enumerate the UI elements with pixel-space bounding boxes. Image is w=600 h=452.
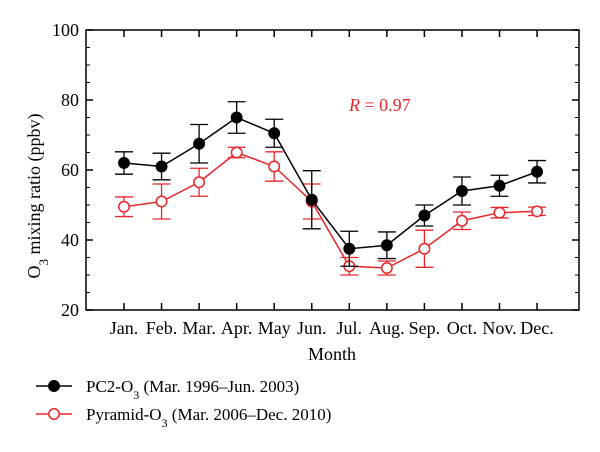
y-tick-label: 60 xyxy=(61,160,79,180)
legend: PC2-O3 (Mar. 1996–Jun. 2003) Pyramid-O3 (… xyxy=(36,377,331,430)
data-point xyxy=(118,200,130,213)
legend-marker xyxy=(48,380,60,392)
legend-marker xyxy=(48,408,60,420)
y-axis-label: O3 mixing ratio (ppbv) xyxy=(24,114,51,279)
x-tick-label: May xyxy=(258,318,291,338)
x-axis-label: Month xyxy=(308,344,356,364)
data-point xyxy=(380,239,393,252)
legend-label: PC2-O3 (Mar. 1996–Jun. 2003) xyxy=(86,377,299,402)
x-tick-label: Feb. xyxy=(146,318,178,338)
x-tick-label: Nov. xyxy=(482,318,516,338)
y-tick-label: 40 xyxy=(61,230,79,250)
data-point xyxy=(418,209,431,222)
y-tick-label: 20 xyxy=(61,300,79,320)
x-tick-label: Jan. xyxy=(110,318,139,338)
data-point xyxy=(343,242,356,255)
x-tick-label: Aug. xyxy=(369,318,405,338)
series-line xyxy=(123,116,538,250)
series-pc2 xyxy=(115,101,547,267)
x-tick-label: Mar. xyxy=(182,318,216,338)
data-point xyxy=(531,165,543,178)
data-point xyxy=(155,160,168,173)
data-point xyxy=(531,205,543,218)
y-tick-label: 100 xyxy=(52,20,79,40)
x-tick-label: Jul. xyxy=(337,318,363,338)
series xyxy=(115,101,547,276)
series-line xyxy=(123,151,538,269)
data-point xyxy=(155,195,168,208)
data-point xyxy=(418,242,431,255)
x-ticks: Jan. Feb. Mar. Apr. May Jun. Jul. Aug. Sep. Oct. N… xyxy=(110,30,554,338)
x-tick-label: Oct. xyxy=(447,318,478,338)
data-point xyxy=(493,179,506,192)
data-point xyxy=(193,137,206,150)
data-point xyxy=(230,111,243,124)
x-tick-label: Jun. xyxy=(297,318,327,338)
series-pyramid xyxy=(115,146,547,276)
r-annotation-value: = 0.97 xyxy=(360,95,411,115)
data-point xyxy=(305,193,318,206)
data-point xyxy=(456,214,468,227)
data-point xyxy=(380,262,393,274)
r-annotation-label: R xyxy=(348,95,360,115)
data-point xyxy=(493,206,506,219)
x-tick-label: Dec. xyxy=(520,318,553,338)
legend-label: Pyramid-O3 (Mar. 2006–Dec. 2010) xyxy=(86,405,331,430)
data-point xyxy=(268,127,281,140)
y-tick-label: 80 xyxy=(61,90,79,110)
data-point xyxy=(230,146,243,159)
data-point xyxy=(268,160,281,173)
x-tick-label: Sep. xyxy=(409,318,441,338)
data-point xyxy=(456,185,468,197)
x-tick-label: Apr. xyxy=(221,318,253,338)
data-point xyxy=(193,176,206,189)
data-point xyxy=(118,157,130,169)
y-ticks: 20 40 60 80 100 xyxy=(52,20,579,320)
r-annotation: R = 0.97 xyxy=(348,95,411,115)
